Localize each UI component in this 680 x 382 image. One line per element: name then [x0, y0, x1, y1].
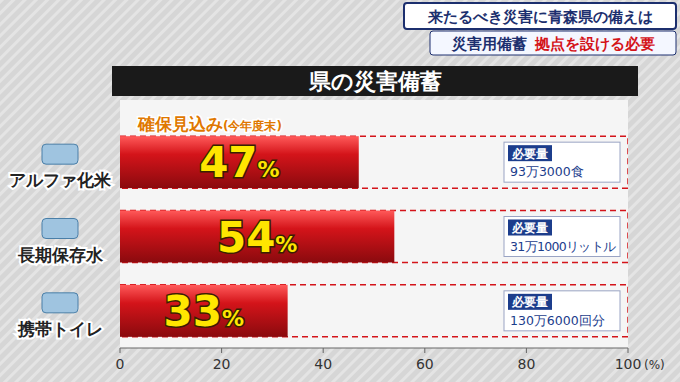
- x-tick-label: 100: [615, 356, 642, 372]
- x-axis-line: [120, 348, 628, 349]
- x-tick-label: 0: [116, 356, 125, 372]
- x-tick: [221, 348, 222, 353]
- subhead: 災害用備蓄拠点を設ける必要: [451, 35, 655, 53]
- range-outline: [120, 136, 628, 188]
- category-label: 携帯トイレ: [17, 319, 103, 339]
- subhead-part: 災害用備蓄: [451, 35, 527, 53]
- bar: [120, 136, 359, 188]
- x-tick-label: 40: [314, 356, 332, 372]
- annotation-tag: [508, 294, 552, 310]
- x-axis: 0 20 40 60 80 100(%): [116, 348, 665, 372]
- headline: 来たるべき災害に青森県の備えは: [427, 8, 653, 26]
- subhead-part: 拠点を設ける必要: [534, 35, 655, 53]
- data-label-unit: %: [258, 157, 280, 182]
- x-tick: [628, 348, 629, 353]
- bar: [120, 211, 394, 263]
- category-icon: [42, 219, 78, 239]
- annotation-text: 130万6000回分: [510, 313, 605, 328]
- annotation-tag: [508, 220, 552, 236]
- title-band: [112, 66, 638, 96]
- chart-title: 県の災害備蓄: [308, 69, 442, 94]
- labels: アルファ化米 47% 必要量 93万3000食長期保存水 54% 必要量 31万1000リッ…: [9, 138, 620, 339]
- data-label: 54%: [217, 213, 298, 262]
- annotation-title: 必要量: [511, 221, 548, 235]
- range-outline: [120, 211, 628, 263]
- annotation-box: [504, 217, 620, 257]
- chart-root: 来たるべき災害に青森県の備えは災害用備蓄拠点を設ける必要県の災害備蓄確保見込み(…: [0, 0, 680, 382]
- annotation-box: [504, 291, 620, 331]
- x-axis-title: (%): [644, 358, 665, 372]
- annotation-box: [504, 142, 620, 182]
- x-tick: [120, 348, 121, 353]
- x-tick-label: 20: [213, 356, 231, 372]
- x-tick: [526, 348, 527, 353]
- data-label-unit: %: [275, 232, 297, 257]
- bars: [120, 136, 628, 337]
- legend-label: 確保見込み(今年度末): [137, 114, 282, 134]
- data-label: 33%: [164, 287, 245, 336]
- category-label: アルファ化米: [9, 170, 112, 190]
- headline-box: [404, 3, 676, 29]
- x-tick: [323, 348, 324, 353]
- annotation-tag: [508, 145, 552, 161]
- bar: [120, 285, 288, 337]
- annotation-title: 必要量: [511, 147, 548, 161]
- x-tick-label: 80: [517, 356, 535, 372]
- category-label: 長期保存水: [17, 245, 104, 265]
- range-outline: [120, 285, 628, 337]
- data-label-number: 33: [164, 287, 222, 336]
- category-icon: [42, 144, 78, 164]
- legend-sub: (今年度末): [223, 119, 282, 133]
- category-icon: [42, 293, 78, 313]
- plot-area: [120, 100, 628, 348]
- data-label-number: 47: [199, 138, 257, 187]
- x-tick: [424, 348, 425, 353]
- data-label-unit: %: [222, 306, 244, 331]
- data-label-number: 54: [217, 213, 275, 262]
- annotation-text: 31万1000リットル: [510, 239, 616, 254]
- annotation-title: 必要量: [511, 295, 548, 309]
- header: 来たるべき災害に青森県の備えは災害用備蓄拠点を設ける必要: [404, 3, 676, 55]
- data-label: 47%: [199, 138, 280, 187]
- background: [0, 0, 680, 382]
- x-tick-label: 60: [416, 356, 434, 372]
- annotation-text: 93万3000食: [510, 164, 584, 179]
- subhead-box: [430, 31, 676, 55]
- legend-main: 確保見込み: [137, 114, 223, 134]
